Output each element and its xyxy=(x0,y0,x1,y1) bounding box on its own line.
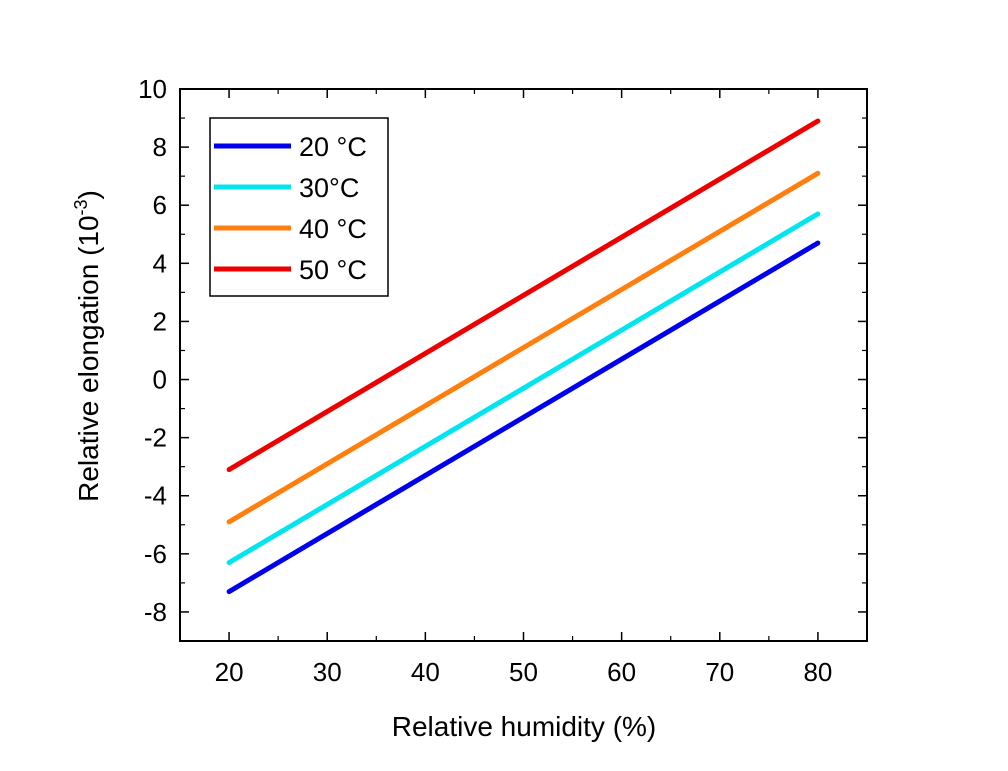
series-line-2 xyxy=(226,211,821,566)
y-tick-label: -6 xyxy=(144,539,167,569)
y-tick-label: -4 xyxy=(144,481,167,511)
y-tick-label: 2 xyxy=(153,306,167,336)
legend-label-4: 50 °C xyxy=(299,255,367,285)
x-tick-label: 70 xyxy=(705,657,734,687)
y-axis-title: Relative elongation (10-3) xyxy=(71,190,104,502)
y-axis-title-exponent: -3 xyxy=(71,199,91,215)
y-tick-label: 0 xyxy=(153,365,167,395)
series-line-3 xyxy=(226,170,821,525)
x-tick-label: 40 xyxy=(411,657,440,687)
y-axis-title-main: Relative elongation (10 xyxy=(73,215,104,501)
y-tick-label: 10 xyxy=(138,74,167,104)
x-tick-label: 80 xyxy=(803,657,832,687)
legend-label-2: 30°C xyxy=(299,173,359,203)
y-tick-label: 4 xyxy=(153,248,167,278)
legend: 20 °C 30°C 40 °C 50 °C xyxy=(209,117,389,297)
y-tick-label: 8 xyxy=(153,132,167,162)
series-layer xyxy=(226,118,821,595)
series-line-4 xyxy=(226,118,821,473)
y-tick-label: -2 xyxy=(144,423,167,453)
x-axis-title: Relative humidity (%) xyxy=(392,711,657,742)
x-tick-label: 60 xyxy=(607,657,636,687)
x-tick-label: 30 xyxy=(313,657,342,687)
x-tick-label: 20 xyxy=(215,657,244,687)
y-tick-label: -8 xyxy=(144,597,167,627)
series-line-1 xyxy=(226,240,821,595)
legend-label-1: 20 °C xyxy=(299,132,367,162)
legend-label-3: 40 °C xyxy=(299,214,367,244)
x-tick-label: 50 xyxy=(509,657,538,687)
y-axis-title-close: ) xyxy=(73,190,104,199)
ticks-layer: 20 30 40 50 60 70 80 -8 -6 -4 -2 0 2 4 6 8 10 xyxy=(138,74,868,687)
y-tick-label: 6 xyxy=(153,190,167,220)
